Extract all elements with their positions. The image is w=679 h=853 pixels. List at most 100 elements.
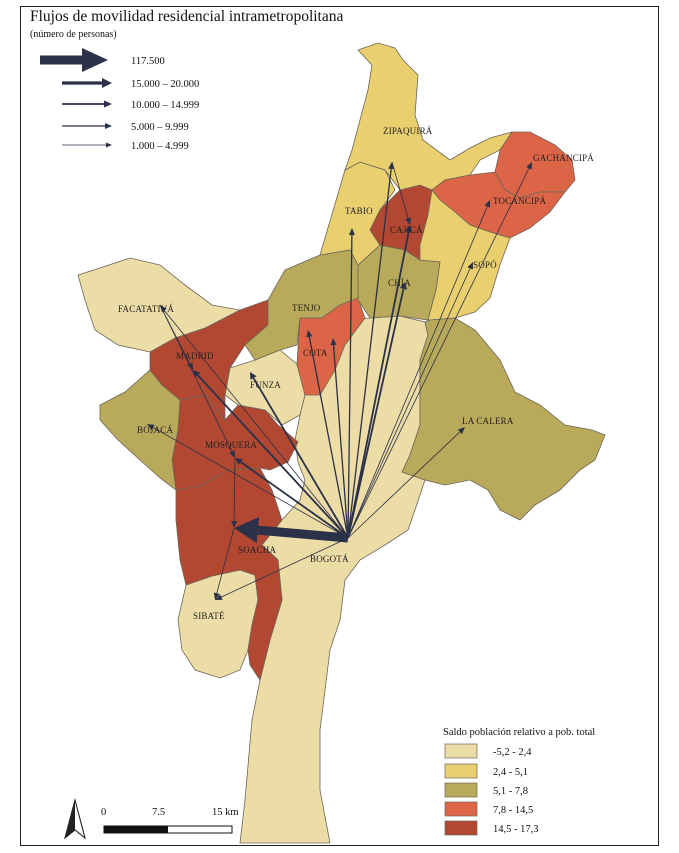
flow-arrow-shaft — [347, 231, 410, 539]
flow-arrow-shaft — [257, 525, 349, 543]
label-gachancipa: GACHANCIPÁ — [533, 153, 594, 163]
class-legend-item: 5,1 - 7,8 — [444, 782, 528, 798]
flow-arrow-shaft — [152, 427, 349, 539]
flow-arrow — [306, 330, 349, 539]
flow-arrow-shaft — [391, 161, 409, 219]
flow-arrow-head — [399, 282, 407, 290]
municipality-zipaquira — [344, 42, 513, 191]
flow-legend-label: 117.500 — [131, 56, 165, 67]
flow-arrow-shaft — [308, 336, 349, 539]
flow-arrow-shaft — [197, 374, 349, 539]
flow-legend-item: 117.500 — [40, 48, 165, 72]
municipality-la-calera — [401, 317, 606, 521]
flow-arrow-head — [147, 424, 155, 431]
class-swatch — [444, 782, 478, 798]
class-label: 5,1 - 7,8 — [493, 786, 528, 797]
class-label: -5,2 - 2,4 — [493, 747, 532, 758]
flow-arrow — [213, 527, 235, 600]
label-tabio: TABIO — [345, 206, 373, 216]
flow-arrow-head — [306, 330, 313, 338]
class-swatch — [444, 820, 478, 836]
flow-arrow — [347, 200, 491, 539]
flow-arrow-shaft — [347, 288, 405, 539]
label-zipaquira: ZIPAQUIRÁ — [383, 126, 433, 136]
label-la-calera: LA CALERA — [462, 416, 514, 426]
municipality-sibate — [177, 569, 259, 679]
class-legend-item: -5,2 - 2,4 — [444, 743, 532, 759]
flow-legend-label: 15.000 – 20.000 — [131, 79, 199, 90]
label-sopo: SOPÓ — [473, 260, 497, 270]
flow-arrow — [347, 262, 473, 539]
flow-arrow-head — [526, 162, 532, 170]
map-title: Flujos de movilidad residencial intramet… — [30, 8, 344, 25]
label-cajica: CAJICÁ — [390, 225, 423, 235]
class-swatch — [444, 801, 478, 817]
scale-tick: 7.5 — [152, 807, 165, 818]
flow-legend-label: 1.000 – 4.999 — [131, 141, 189, 152]
flow-arrow-shaft — [332, 344, 349, 539]
class-swatch — [444, 763, 478, 779]
flow-arrow — [347, 282, 407, 539]
class-legend: Saldo población relativo a pob. total -5… — [443, 727, 595, 836]
flow-arrow — [160, 305, 349, 539]
flow-arrow-shaft — [347, 431, 461, 539]
flow-legend-item: 1.000 – 4.999 — [62, 141, 189, 152]
flow-arrow-shaft — [347, 168, 392, 539]
flow-arrow — [235, 458, 349, 539]
class-legend-item: 2,4 - 5,1 — [444, 763, 528, 779]
flow-arrow-head — [160, 305, 167, 313]
flow-arrow-shaft — [347, 268, 471, 539]
flow-arrow-head — [467, 262, 473, 270]
flow-arrow-shaft — [159, 304, 233, 452]
flow-arrow-shaft — [347, 206, 488, 539]
flow-arrow-head — [330, 338, 337, 346]
flow-legend-label: 10.000 – 14.999 — [131, 100, 199, 111]
flow-arrow-head — [388, 162, 395, 170]
flow-arrow — [347, 225, 413, 539]
scale-tick: 15 km — [212, 807, 239, 818]
flow-arrow-shaft — [347, 168, 530, 539]
municipality-gachancipa — [494, 131, 576, 199]
class-swatch — [444, 743, 478, 759]
label-chia: CHÍA — [388, 278, 411, 288]
label-tocancipa: TOCANCIPÁ — [493, 196, 546, 206]
flow-arrow — [231, 457, 238, 528]
class-legend-item: 7,8 - 14,5 — [444, 801, 533, 817]
label-cota: COTA — [303, 348, 328, 358]
label-sibate: SIBATÉ — [193, 611, 225, 621]
flow-arrow — [347, 162, 395, 539]
flow-arrow — [347, 427, 465, 539]
flow-arrow — [159, 304, 235, 458]
class-label: 14,5 - 17,3 — [493, 824, 539, 835]
municipality-cota — [296, 297, 366, 396]
label-tenjo: TENJO — [292, 303, 321, 313]
flow-arrow-head — [405, 217, 411, 225]
class-legend-title: Saldo población relativo a pob. total — [443, 727, 595, 738]
label-bogota: BOGOTÁ — [310, 554, 349, 564]
label-bojaca: BOJACÁ — [137, 425, 174, 435]
class-legend-item: 14,5 - 17,3 — [444, 820, 539, 836]
flow-arrow-head — [484, 200, 491, 208]
flow-arrow — [250, 372, 349, 539]
flow-legend: 117.500 15.000 – 20.000 10.000 – 14.999 … — [40, 48, 199, 152]
flow-legend-label: 5.000 – 9.999 — [131, 122, 189, 133]
flow-arrow — [347, 162, 532, 539]
class-label: 7,8 - 14,5 — [493, 805, 533, 816]
flow-arrow-head — [235, 458, 243, 465]
scale-bar: 0 7.5 15 km — [101, 807, 239, 834]
label-mosquera: MOSQUERA — [205, 440, 257, 450]
class-label: 2,4 - 5,1 — [493, 767, 528, 778]
flow-arrow-head — [405, 225, 413, 233]
flow-legend-item: 15.000 – 20.000 — [62, 78, 199, 90]
municipality-facatativa — [77, 257, 242, 353]
flow-arrow — [234, 517, 349, 544]
flow-arrow-head — [348, 228, 355, 236]
flow-arrow-shaft — [216, 527, 235, 594]
flow-arrow-shaft — [233, 457, 236, 522]
flow-arrow-head — [215, 594, 223, 600]
label-funza: FUNZA — [250, 380, 281, 390]
flow-arrow-head — [229, 450, 235, 458]
flow-legend-item: 10.000 – 14.999 — [62, 100, 199, 111]
flow-arrow — [391, 161, 411, 225]
